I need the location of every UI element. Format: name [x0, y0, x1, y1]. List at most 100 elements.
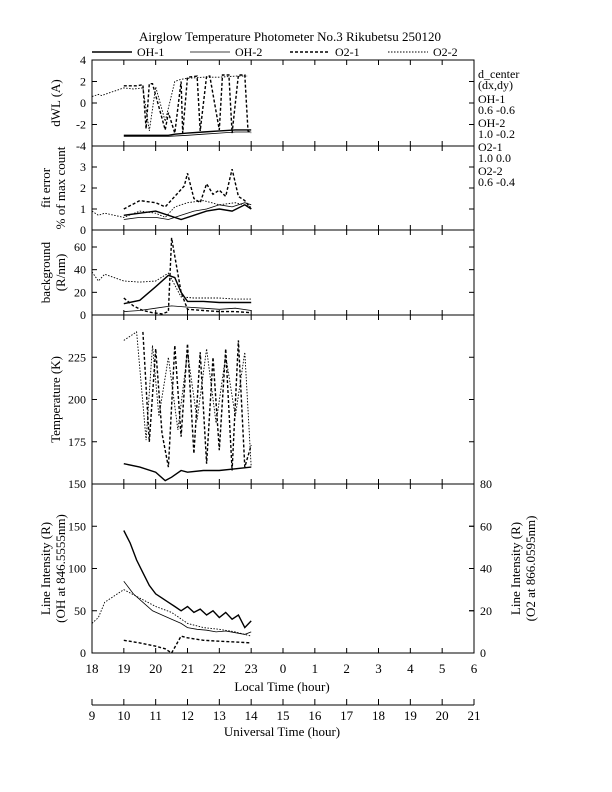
- local-time-axis: 18 19 20 21 22 23 0 1 2 3 4 5 6: [86, 661, 478, 676]
- legend-label-o2-1: O2-1: [335, 45, 360, 59]
- x-tick-label: 22: [213, 661, 226, 676]
- y2-tick-label: 40: [480, 562, 492, 576]
- legend-label-oh-1: OH-1: [137, 45, 164, 59]
- y-tick-label: 0: [80, 223, 86, 237]
- y2-axis-label-sub: (O2 at 866.0595nm): [523, 516, 538, 622]
- legend-label-o2-2: O2-2: [433, 45, 458, 59]
- x-tick-label: 1: [312, 661, 319, 676]
- x2-tick-label: 9: [89, 708, 96, 723]
- y-tick-label: 1: [80, 202, 86, 216]
- panel-temp: 225 200 175 150 Temperature (K): [48, 314, 475, 491]
- x-tick-label: 3: [375, 661, 382, 676]
- side-note-name: O2-1: [478, 140, 503, 154]
- y-tick-label: 4: [80, 53, 86, 67]
- x-tick-label: 6: [471, 661, 478, 676]
- y2-tick-label: 0: [480, 646, 486, 660]
- series-temp-o2-1: [142, 331, 252, 471]
- x2-tick-label: 15: [277, 708, 290, 723]
- series-dwl-o2-1: [123, 74, 252, 134]
- x-tick-label: 4: [407, 661, 414, 676]
- panel-dwl: 4 2 0 -2 -4 dWL (A): [48, 53, 475, 153]
- y-tick-label: -4: [76, 139, 86, 153]
- y-tick-label: 0: [80, 308, 86, 322]
- x2-tick-label: 14: [245, 708, 259, 723]
- series-temp-oh-1: [123, 463, 252, 482]
- y-tick-label: 0: [80, 96, 86, 110]
- y-axis-label-sub: (R/nm): [53, 254, 68, 292]
- y-tick-label: 0: [80, 646, 86, 660]
- x2-tick-label: 10: [117, 708, 130, 723]
- y-tick-label: 100: [68, 562, 86, 576]
- legend-label-oh-2: OH-2: [235, 45, 262, 59]
- series-int-o2-1: [123, 635, 252, 654]
- x2-tick-label: 12: [181, 708, 194, 723]
- y-tick-label: 40: [74, 263, 86, 277]
- y-tick-label: 50: [74, 604, 86, 618]
- x-tick-label: 2: [343, 661, 350, 676]
- y2-tick-label: 20: [480, 604, 492, 618]
- y-axis-label: Temperature (K): [48, 356, 63, 443]
- x2-tick-label: 13: [213, 708, 226, 723]
- y-tick-label: 20: [74, 285, 86, 299]
- y2-tick-label: 60: [480, 519, 492, 533]
- series-temp-o2-2: [123, 331, 252, 468]
- series-int-oh-2: [123, 580, 252, 635]
- x2-tick-label: 19: [404, 708, 417, 723]
- x2-tick-label: 21: [468, 708, 481, 723]
- x-axis-label: Local Time (hour): [234, 679, 329, 694]
- series-dwl-o2-2: [91, 75, 248, 131]
- side-note-value: 1.0 0.0: [478, 151, 511, 165]
- side-note-value: 0.6 -0.6: [478, 103, 515, 117]
- side-note-name: OH-1: [478, 92, 505, 106]
- x-tick-label: 19: [117, 661, 130, 676]
- x2-tick-label: 18: [372, 708, 385, 723]
- x-tick-label: 21: [181, 661, 194, 676]
- y-axis-label-sub: % of max count: [53, 146, 68, 229]
- y-tick-label: 2: [80, 181, 86, 195]
- y-tick-label: 150: [68, 519, 86, 533]
- y-tick-label: 150: [68, 477, 86, 491]
- chart-title: Airglow Temperature Photometer No.3 Riku…: [139, 29, 441, 44]
- panel-bg: 60 40 20 0 background (R/nm): [38, 229, 475, 322]
- y-axis-label: dWL (A): [48, 79, 63, 127]
- series-bg-o2-2: [91, 271, 252, 300]
- universal-time-axis: 9 10 11 12 13 14 15 16 17 18 19 20 21: [89, 699, 481, 723]
- x2-tick-label: 11: [149, 708, 162, 723]
- y-axis-label: background: [38, 241, 53, 303]
- y-tick-label: -2: [76, 118, 86, 132]
- side-notes: d_center(dx,dy)OH-10.6 -0.6OH-21.0 -0.2O…: [478, 67, 519, 189]
- side-note-value: 0.6 -0.4: [478, 175, 515, 189]
- x2-tick-label: 16: [308, 708, 322, 723]
- legend: OH-1 OH-2 O2-1 O2-2: [92, 45, 458, 59]
- y2-axis-label: Line Intensity (R): [508, 522, 523, 615]
- x2-tick-label: 17: [340, 708, 354, 723]
- x-tick-label: 0: [280, 661, 287, 676]
- series-fit-o2-1: [123, 168, 252, 210]
- y-axis-label: fit error: [38, 167, 53, 208]
- y-tick-label: 200: [68, 393, 86, 407]
- side-note-value: 1.0 -0.2: [478, 127, 515, 141]
- y2-tick-label: 80: [480, 477, 492, 491]
- series-dwl-oh-1: [123, 129, 252, 137]
- x2-axis-label: Universal Time (hour): [224, 724, 340, 739]
- x2-tick-label: 20: [436, 708, 449, 723]
- series-dwl-oh-2: [123, 131, 252, 137]
- y-tick-label: 3: [80, 160, 86, 174]
- side-note-header-sub: (dx,dy): [478, 78, 513, 92]
- y-tick-label: 2: [80, 75, 86, 89]
- side-note-header: d_center: [478, 67, 519, 81]
- x-tick-label: 5: [439, 661, 446, 676]
- series-fit-oh-1: [123, 203, 252, 221]
- x-tick-label: 23: [245, 661, 258, 676]
- y-axis-label: Line Intensity (R): [38, 522, 53, 615]
- series-int-oh-1: [123, 530, 252, 629]
- y-tick-label: 60: [74, 240, 86, 254]
- y-tick-label: 175: [68, 435, 86, 449]
- series-fit-oh-2: [123, 202, 252, 220]
- x-tick-label: 18: [86, 661, 99, 676]
- y-tick-label: 225: [68, 350, 86, 364]
